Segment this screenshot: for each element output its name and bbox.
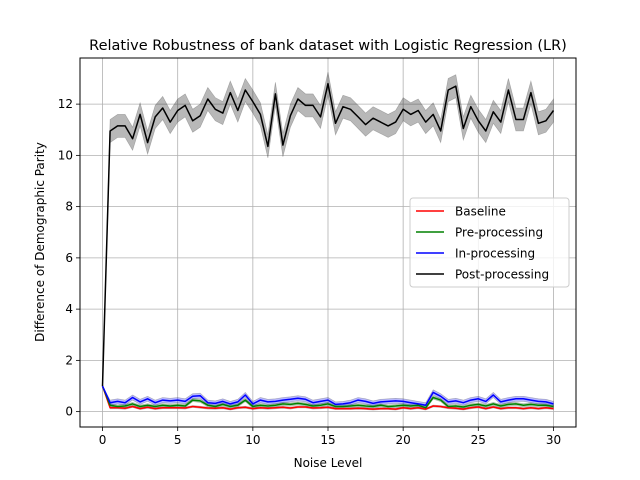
x-tick-label: 10 bbox=[245, 433, 260, 447]
legend-label-post-processing: Post-processing bbox=[455, 268, 549, 282]
series-lines bbox=[101, 82, 555, 410]
axis-ticks: 0 5 10 15 20 25 30 0 2 4 6 8 10 12 bbox=[58, 97, 561, 447]
legend: Baseline Pre-processing In-processing Post-… bbox=[409, 197, 570, 288]
series-line-pre-processing bbox=[101, 385, 554, 409]
x-tick-label: 5 bbox=[174, 433, 182, 447]
x-tick-label: 30 bbox=[546, 433, 561, 447]
x-tick-label: 0 bbox=[99, 433, 107, 447]
y-tick-label: 8 bbox=[65, 200, 73, 214]
y-tick-label: 10 bbox=[58, 148, 73, 162]
y-tick-label: 6 bbox=[65, 251, 73, 265]
legend-label-pre-processing: Pre-processing bbox=[455, 226, 543, 240]
y-tick-label: 12 bbox=[58, 97, 73, 111]
x-axis-label: Noise Level bbox=[294, 456, 363, 470]
legend-box bbox=[409, 197, 570, 288]
series-line-in-processing bbox=[101, 385, 554, 406]
y-tick-label: 0 bbox=[65, 405, 73, 419]
x-tick-label: 15 bbox=[320, 433, 335, 447]
x-tick-label: 25 bbox=[471, 433, 486, 447]
series-line-baseline bbox=[101, 385, 554, 410]
y-axis-label: Difference of Demographic Parity bbox=[33, 142, 47, 342]
legend-label-baseline: Baseline bbox=[455, 205, 506, 219]
chart-title: Relative Robustness of bank dataset with… bbox=[89, 38, 567, 54]
legend-label-in-processing: In-processing bbox=[455, 247, 535, 261]
series-line-post-processing bbox=[101, 82, 555, 387]
y-tick-label: 4 bbox=[65, 302, 73, 316]
y-tick-label: 2 bbox=[65, 353, 73, 367]
x-tick-label: 20 bbox=[396, 433, 411, 447]
